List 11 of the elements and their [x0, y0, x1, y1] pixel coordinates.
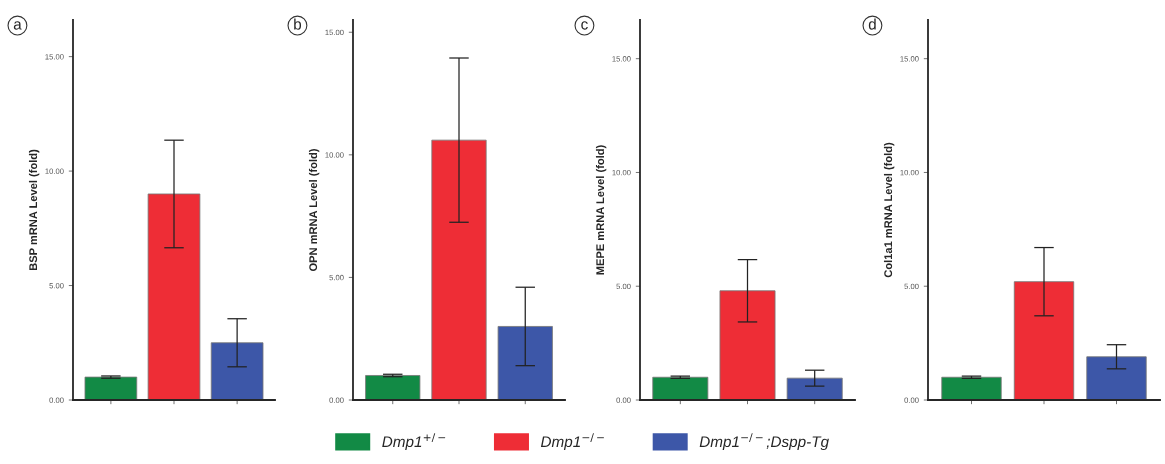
legend-label: Dmp1$^{−/−}$ — [540, 433, 604, 451]
legend-label: Dmp1$^{+/−}$ — [382, 433, 446, 451]
chart-title: c — [581, 21, 588, 30]
y-axis-title: MEPE mRNA Level (fold) — [595, 145, 607, 275]
y-axis-title: OPN mRNA Level (fold) — [308, 149, 320, 272]
y-axis-title: BSP mRNA Level (fold) — [28, 149, 40, 271]
chart-title: d — [868, 18, 876, 30]
chart-title: a — [13, 21, 22, 30]
y-axis-title: Col1a1 mRNA Level (fold) — [883, 142, 895, 278]
legend-label: Dmp1$^{−/−}$;Dspp-Tg — [699, 433, 829, 451]
chart-title: b — [294, 18, 302, 30]
